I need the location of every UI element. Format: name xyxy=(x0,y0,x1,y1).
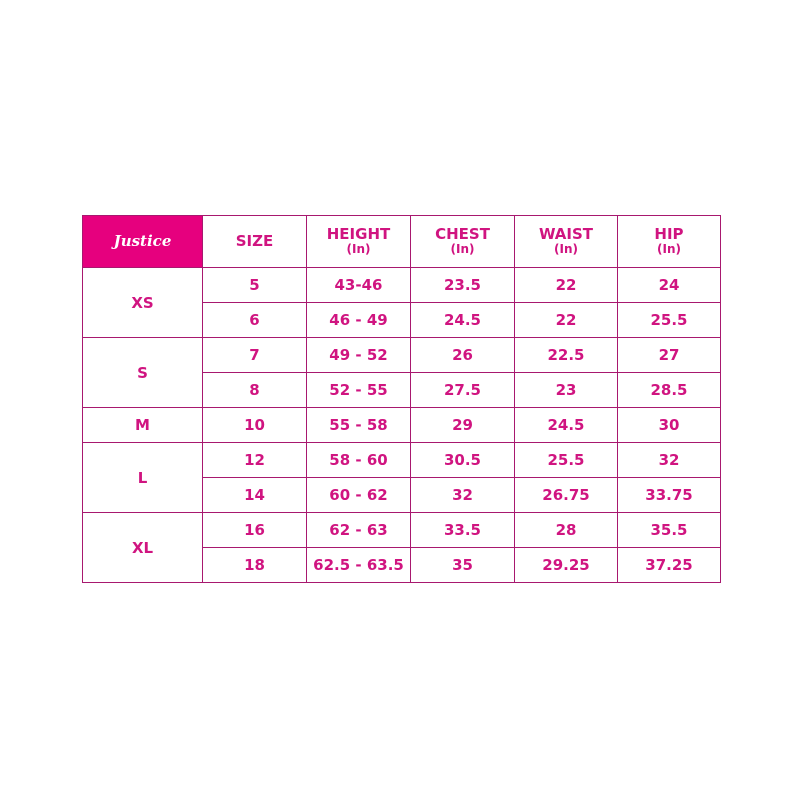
column-header: WAIST (In) xyxy=(514,215,618,268)
size-group-label: XS xyxy=(82,267,203,338)
table-cell: 25.5 xyxy=(514,442,618,478)
table-cell: 35.5 xyxy=(617,512,721,548)
header-unit: (In) xyxy=(346,241,371,256)
table-cell: 10 xyxy=(202,407,307,443)
table-cell: 22 xyxy=(514,302,618,338)
table-cell: 33.5 xyxy=(410,512,515,548)
header-unit: (In) xyxy=(554,241,578,256)
table-row: 8 52 - 55 27.5 23 28.5 xyxy=(83,372,721,408)
table-row: 18 62.5 - 63.5 35 29.25 37.25 xyxy=(83,547,721,583)
table-cell: 24.5 xyxy=(514,407,618,443)
table-cell: 29 xyxy=(410,407,515,443)
table-cell: 62.5 - 63.5 xyxy=(306,547,411,583)
table-cell: 16 xyxy=(202,512,307,548)
table-cell: 37.25 xyxy=(617,547,721,583)
column-header: CHEST (In) xyxy=(410,215,515,268)
table-cell: 28.5 xyxy=(617,372,721,408)
table-cell: 32 xyxy=(410,477,515,513)
table-cell: 27 xyxy=(617,337,721,373)
table-cell: 58 - 60 xyxy=(306,442,411,478)
table-cell: 23 xyxy=(514,372,618,408)
table-cell: 24.5 xyxy=(410,302,515,338)
table-row: XL 16 62 - 63 33.5 28 35.5 xyxy=(82,512,721,583)
table-cell: 6 xyxy=(202,302,307,338)
size-group-label: M xyxy=(82,407,203,443)
table-cell: 60 - 62 xyxy=(306,477,411,513)
header-label: SIZE xyxy=(235,232,274,250)
table-cell: 46 - 49 xyxy=(306,302,411,338)
table-cell: 32 xyxy=(617,442,721,478)
header-label: WAIST xyxy=(538,224,594,243)
table-cell: 52 - 55 xyxy=(306,372,411,408)
table-cell: 26.75 xyxy=(514,477,618,513)
table-row: L 12 58 - 60 30.5 25.5 32 xyxy=(82,442,721,513)
header-label: HEIGHT xyxy=(326,224,391,243)
table-cell: 24 xyxy=(617,267,721,303)
column-header: SIZE xyxy=(202,215,307,268)
table-row: M 10 55 - 58 29 24.5 30 xyxy=(82,407,721,443)
table-cell: 25.5 xyxy=(617,302,721,338)
size-group-label: S xyxy=(82,337,203,408)
table-cell: 43-46 xyxy=(306,267,411,303)
column-header: HIP (In) xyxy=(617,215,721,268)
table-cell: 8 xyxy=(202,372,307,408)
table-cell: 30 xyxy=(617,407,721,443)
header-label: CHEST xyxy=(435,224,490,243)
size-chart-table: Justice SIZE HEIGHT (In) CHEST (In) WAIST (In) H… xyxy=(82,215,721,583)
table-cell: 35 xyxy=(410,547,515,583)
header-unit: (In) xyxy=(657,241,681,256)
header-unit: (In) xyxy=(450,241,475,256)
column-header: HEIGHT (In) xyxy=(306,215,411,268)
table-cell: 7 xyxy=(202,337,307,373)
table-cell: 27.5 xyxy=(410,372,515,408)
table-cell: 23.5 xyxy=(410,267,515,303)
table-cell: 49 - 52 xyxy=(306,337,411,373)
table-cell: 62 - 63 xyxy=(306,512,411,548)
table-cell: 22 xyxy=(514,267,618,303)
table-cell: 22.5 xyxy=(514,337,618,373)
table-cell: 33.75 xyxy=(617,477,721,513)
header-row: Justice SIZE HEIGHT (In) CHEST (In) WAIST (In) H… xyxy=(82,215,721,268)
table-cell: 5 xyxy=(202,267,307,303)
table-cell: 14 xyxy=(202,477,307,513)
table-cell: 12 xyxy=(202,442,307,478)
size-group-label: L xyxy=(82,442,203,513)
table-cell: 55 - 58 xyxy=(306,407,411,443)
table-cell: 29.25 xyxy=(514,547,618,583)
table-cell: 26 xyxy=(410,337,515,373)
table-row: 6 46 - 49 24.5 22 25.5 xyxy=(83,302,721,338)
table-row: S 7 49 - 52 26 22.5 27 xyxy=(82,337,721,408)
table-cell: 18 xyxy=(202,547,307,583)
table-row: XS 5 43-46 23.5 22 24 xyxy=(82,267,721,338)
size-group-label: XL xyxy=(82,512,203,583)
justice-logo: Justice xyxy=(82,215,203,268)
table-cell: 28 xyxy=(514,512,618,548)
header-label: HIP xyxy=(654,224,684,243)
table-cell: 30.5 xyxy=(410,442,515,478)
